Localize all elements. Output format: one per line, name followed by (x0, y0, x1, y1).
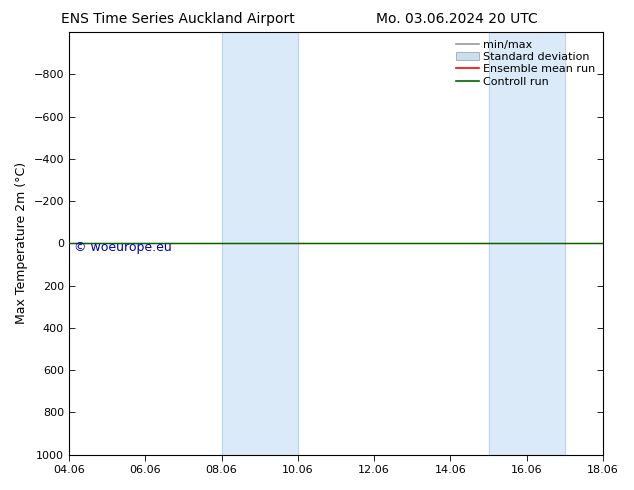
Y-axis label: Max Temperature 2m (°C): Max Temperature 2m (°C) (15, 162, 28, 324)
Bar (489, 32, 565, 455)
Legend: min/max, Standard deviation, Ensemble mean run, Controll run: min/max, Standard deviation, Ensemble me… (454, 38, 598, 89)
Text: Mo. 03.06.2024 20 UTC: Mo. 03.06.2024 20 UTC (375, 12, 538, 26)
Bar (221, 32, 298, 455)
Text: © woeurope.eu: © woeurope.eu (74, 241, 172, 254)
Text: ENS Time Series Auckland Airport: ENS Time Series Auckland Airport (61, 12, 294, 26)
